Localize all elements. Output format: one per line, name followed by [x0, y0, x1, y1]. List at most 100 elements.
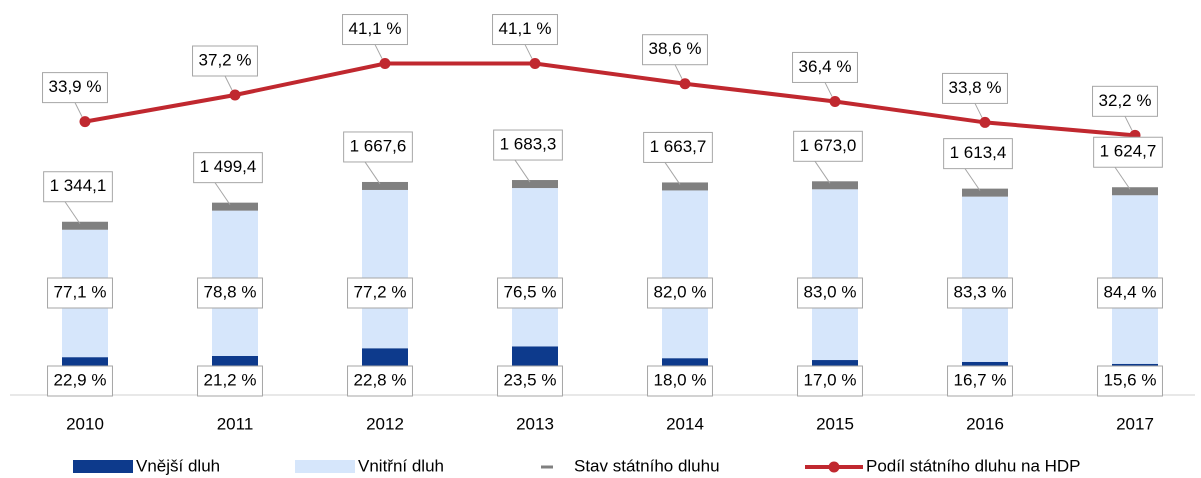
- leader-line: [214, 182, 231, 205]
- label-box: [47, 277, 113, 309]
- line-point: [79, 116, 91, 128]
- leader-line: [224, 75, 233, 91]
- data-label: 1 499,4: [193, 152, 263, 205]
- data-label: 1 667,6: [343, 131, 413, 185]
- total-marker: [812, 181, 858, 190]
- data-label-text: 32,2 %: [1099, 91, 1152, 110]
- data-label: 33,8 %: [942, 72, 1008, 118]
- data-label-text: 1 624,7: [1100, 142, 1157, 161]
- label-box: [493, 129, 563, 161]
- total-marker: [962, 188, 1008, 197]
- line-point: [979, 116, 991, 128]
- data-label: 36,4 %: [792, 51, 858, 97]
- leader-line: [674, 64, 683, 79]
- data-label-text: 83,3 %: [954, 282, 1007, 301]
- data-label-text: 36,4 %: [799, 57, 852, 76]
- total-marker: [212, 202, 258, 211]
- data-label: 1 663,7: [643, 131, 713, 185]
- data-label: 38,6 %: [642, 34, 708, 79]
- data-label-text: 78,8 %: [204, 282, 257, 301]
- data-label: 17,0 %: [797, 365, 863, 397]
- leader-line: [74, 102, 83, 117]
- data-label-text: 41,1 %: [349, 19, 402, 38]
- line-point: [379, 58, 391, 70]
- legend-label: Vnější dluh: [136, 456, 220, 475]
- leader-line: [1114, 166, 1131, 190]
- label-box: [647, 365, 713, 397]
- data-label: 37,2 %: [192, 45, 258, 91]
- data-label-text: 1 673,0: [800, 136, 857, 155]
- label-box: [642, 34, 708, 66]
- label-box: [343, 131, 413, 163]
- leader-line: [64, 201, 81, 225]
- total-marker: [662, 182, 708, 191]
- x-tick-label: 2013: [516, 414, 554, 433]
- line-point: [529, 58, 541, 70]
- label-box: [47, 365, 113, 397]
- data-label: 16,7 %: [947, 365, 1013, 397]
- label-box: [43, 171, 113, 203]
- data-label-text: 1 613,4: [950, 143, 1007, 162]
- data-label: 1 613,4: [943, 138, 1013, 191]
- line: [84, 61, 1136, 138]
- data-label: 23,5 %: [497, 365, 563, 397]
- legend-swatch: [73, 460, 133, 473]
- label-box: [497, 277, 563, 309]
- total-marker: [512, 180, 558, 189]
- data-label-text: 15,6 %: [1104, 370, 1157, 389]
- data-label-text: 37,2 %: [199, 50, 252, 69]
- total-marker: [362, 181, 408, 190]
- legend-swatch: [295, 460, 355, 473]
- data-label: 32,2 %: [1092, 85, 1158, 131]
- data-label: 83,3 %: [947, 277, 1013, 309]
- leader-line: [824, 82, 833, 97]
- bar-segment: [362, 189, 408, 349]
- label-box: [342, 14, 408, 46]
- data-label: 21,2 %: [197, 365, 263, 397]
- label-box: [192, 45, 258, 77]
- label-box: [193, 152, 263, 184]
- label-box: [347, 277, 413, 309]
- label-box: [1097, 277, 1163, 309]
- data-label-text: 18,0 %: [654, 370, 707, 389]
- label-box: [797, 365, 863, 397]
- data-label: 22,9 %: [47, 365, 113, 397]
- label-box: [643, 131, 713, 163]
- data-label: 83,0 %: [797, 277, 863, 309]
- data-label: 77,2 %: [347, 277, 413, 309]
- data-label-text: 77,1 %: [54, 282, 107, 301]
- line-series: [79, 58, 1141, 141]
- line-point: [829, 95, 841, 107]
- label-box: [197, 277, 263, 309]
- leader-line: [514, 159, 531, 183]
- data-label: 78,8 %: [197, 277, 263, 309]
- data-label-text: 1 499,4: [200, 157, 257, 176]
- data-label-text: 33,8 %: [949, 78, 1002, 97]
- leader-line: [964, 168, 981, 191]
- label-box: [792, 51, 858, 83]
- label-box: [1093, 136, 1163, 168]
- label-box: [797, 277, 863, 309]
- label-box: [42, 72, 108, 104]
- label-box: [947, 277, 1013, 309]
- data-label: 1 683,3: [493, 129, 563, 183]
- data-label-text: 17,0 %: [804, 370, 857, 389]
- legend-label: Stav státního dluhu: [574, 456, 720, 475]
- legend-label: Podíl státního dluhu na HDP: [866, 456, 1081, 475]
- label-box: [943, 138, 1013, 170]
- x-tick-label: 2015: [816, 414, 854, 433]
- leader-line: [664, 162, 681, 185]
- data-label-text: 83,0 %: [804, 282, 857, 301]
- label-box: [1097, 365, 1163, 397]
- total-marker: [62, 221, 108, 230]
- x-tick-label: 2011: [217, 414, 254, 433]
- data-label: 1 673,0: [793, 130, 863, 184]
- data-label-text: 77,2 %: [354, 282, 407, 301]
- data-label: 82,0 %: [647, 277, 713, 309]
- data-label-text: 82,0 %: [654, 282, 707, 301]
- data-label: 1 344,1: [43, 171, 113, 225]
- x-tick-label: 2012: [366, 414, 404, 433]
- data-label: 41,1 %: [492, 14, 558, 59]
- data-label-text: 22,9 %: [54, 370, 107, 389]
